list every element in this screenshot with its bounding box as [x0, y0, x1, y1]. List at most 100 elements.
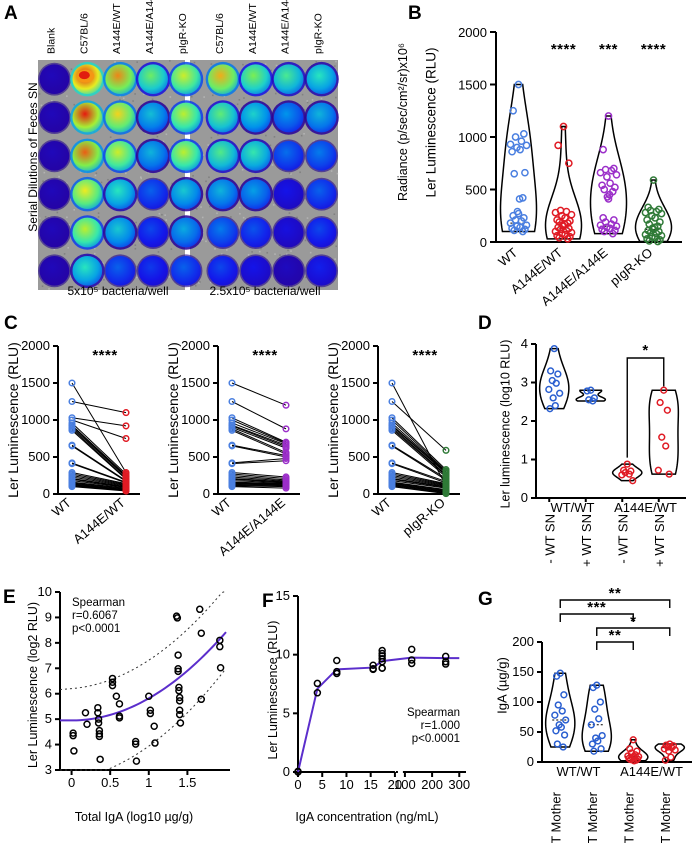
data-point — [560, 123, 566, 129]
data-point — [661, 387, 667, 393]
svg-text:1000: 1000 — [458, 130, 487, 145]
panel-g-label: G — [478, 590, 493, 609]
data-point — [599, 733, 605, 739]
plate-well — [307, 179, 337, 209]
data-point — [642, 210, 648, 216]
data-point — [563, 717, 569, 723]
data-point — [175, 668, 181, 674]
plate-well — [138, 179, 168, 209]
data-point — [672, 747, 678, 753]
data-point — [123, 436, 129, 442]
stat-annotation: p<0.0001 — [72, 623, 120, 635]
data-point — [601, 228, 607, 234]
svg-text:150: 150 — [512, 664, 534, 679]
data-point — [558, 724, 564, 730]
panel-c: C 0 500 1000 1500 2000 Ler Luminescence (RLU)… — [0, 312, 480, 552]
panel-a: A Serial Dilutions of Feces SN Blank C57B… — [0, 0, 360, 310]
data-point — [626, 471, 632, 477]
plate-well — [208, 256, 238, 286]
data-point — [509, 149, 515, 155]
data-point — [146, 693, 152, 699]
data-point — [657, 400, 663, 406]
plate-well — [241, 256, 271, 286]
data-point — [116, 715, 122, 721]
x-tick-label: WT — [495, 245, 520, 270]
data-point — [314, 680, 320, 686]
data-point — [96, 733, 102, 739]
data-point — [70, 733, 76, 739]
plate-well — [208, 141, 238, 171]
svg-text:0.5: 0.5 — [101, 775, 119, 790]
stat-annotation: r=1.000 — [421, 720, 460, 732]
data-point — [600, 147, 606, 153]
plate-well — [171, 103, 201, 133]
data-point — [151, 723, 157, 729]
svg-text:1.5: 1.5 — [178, 775, 196, 790]
plate-well — [105, 103, 135, 133]
plate-well — [241, 218, 271, 248]
data-point — [555, 702, 561, 708]
data-point — [177, 720, 183, 726]
plate-well — [307, 256, 337, 286]
data-point — [554, 741, 560, 747]
svg-text:3: 3 — [521, 375, 528, 390]
plate-well — [171, 218, 201, 248]
data-point — [113, 693, 119, 699]
data-point — [552, 712, 558, 718]
data-point — [605, 196, 611, 202]
data-point — [631, 758, 637, 764]
block-label-left: 5x10⁵ bacteria/well — [48, 284, 188, 298]
svg-text:0: 0 — [68, 775, 75, 790]
panel-b-y-axis-title-left: Radiance (p/sec/cm²/sr)x10⁶ — [396, 12, 410, 232]
data-point — [174, 615, 180, 621]
data-point — [123, 423, 129, 429]
data-point — [197, 606, 203, 612]
plate-well — [138, 141, 168, 171]
svg-text:4: 4 — [521, 336, 528, 351]
data-point — [389, 380, 395, 386]
plate-well — [274, 141, 304, 171]
data-point — [646, 238, 652, 244]
data-point — [555, 371, 561, 377]
plate-column-header: pIgR-KO — [313, 13, 325, 54]
svg-text:8: 8 — [45, 635, 52, 650]
x-tick-label: pIgR-KO — [400, 495, 448, 539]
panel-a-label: A — [4, 4, 18, 23]
data-point — [217, 644, 223, 650]
plate-well — [105, 256, 135, 286]
svg-text:5: 5 — [45, 711, 52, 726]
data-point — [507, 141, 513, 147]
data-point — [229, 443, 235, 449]
plate-well — [307, 103, 337, 133]
svg-text:1: 1 — [521, 452, 528, 467]
data-point — [666, 748, 672, 754]
data-point — [229, 484, 235, 490]
significance-marker: ** — [609, 627, 622, 644]
panel-d-chart: 01234- WT SN + WT SN - WT SN + WT SNWT/WT A1… — [506, 318, 696, 553]
plate-well — [171, 64, 201, 94]
data-point — [69, 461, 75, 467]
panel-e: E Ler Luminescence (log2 RLU) 3 4 5 6 7 8 9 10 0… — [0, 558, 240, 833]
data-point — [123, 410, 129, 416]
svg-text:1000: 1000 — [181, 412, 210, 427]
data-point — [547, 406, 553, 412]
svg-text:500: 500 — [348, 449, 370, 464]
data-point — [605, 113, 611, 119]
x-tick-label: WT — [49, 495, 74, 520]
data-point — [664, 407, 670, 413]
data-point — [666, 471, 672, 477]
plate-well — [72, 103, 102, 133]
x-group-label: A144E/WT — [614, 500, 677, 515]
data-point — [176, 688, 182, 694]
plate-well — [274, 103, 304, 133]
svg-text:0: 0 — [283, 764, 290, 779]
data-point — [619, 472, 625, 478]
data-point — [548, 368, 554, 374]
plate-well — [105, 179, 135, 209]
plate-column-header: A144E/WT — [247, 3, 259, 54]
plate-well — [241, 141, 271, 171]
svg-text:50: 50 — [520, 724, 534, 739]
panel-c-chart: 0500100015002000Ler Luminescence (RLU)WT… — [0, 312, 480, 550]
significance-marker: *** — [587, 599, 606, 616]
data-point — [584, 388, 590, 394]
